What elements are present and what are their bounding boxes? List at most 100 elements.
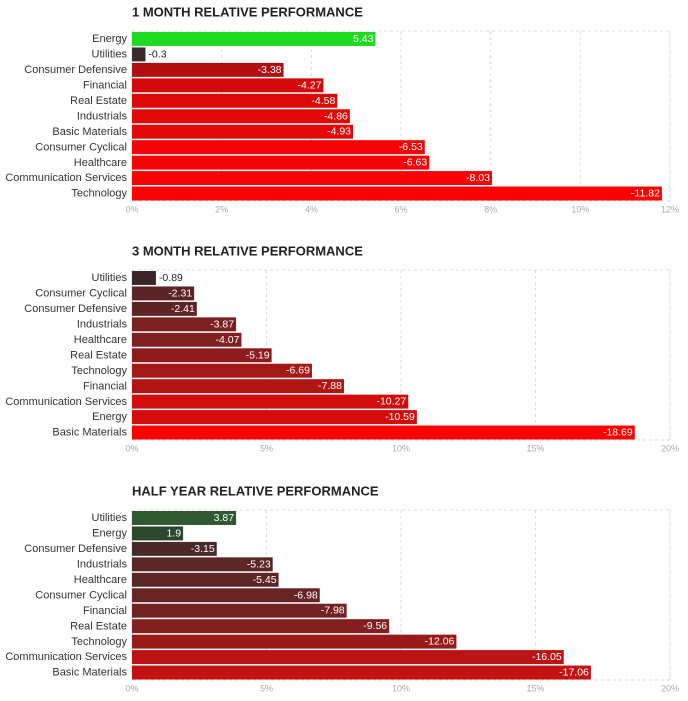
bar [132,155,430,170]
value-label: -3.38 [258,64,282,76]
bar [132,634,457,649]
category-label: Healthcare [74,157,127,169]
category-label: Consumer Cyclical [35,589,127,601]
bar [132,186,662,201]
bar [132,541,217,556]
x-tick-label: 15% [526,683,544,693]
value-label: -2.41 [171,303,195,315]
value-label: -4.93 [327,126,351,138]
value-label: -10.27 [376,396,406,408]
chart-title: HALF YEAR RELATIVE PERFORMANCE [132,483,379,498]
category-label: Healthcare [74,574,127,586]
category-label: Consumer Defensive [24,543,127,555]
bar [132,47,146,62]
bar [132,379,344,394]
value-label: -10.59 [385,411,415,423]
bar [132,62,284,77]
x-tick-label: 0% [125,683,138,693]
value-label: -6.98 [294,589,318,601]
bar [132,124,354,139]
value-label: -8.03 [466,172,490,184]
bar [132,425,635,440]
x-tick-label: 0% [125,443,138,453]
category-label: Communication Services [5,172,127,184]
value-label: -7.88 [318,380,342,392]
value-label: 3.87 [214,512,235,524]
bar [132,603,347,618]
category-label: Real Estate [70,95,127,107]
x-tick-label: 10% [392,683,410,693]
x-tick-label: 5% [260,443,273,453]
bar [132,32,376,46]
category-label: Basic Materials [52,427,127,439]
x-tick-label: 0% [125,204,138,214]
category-label: Healthcare [74,334,127,346]
value-label: -5.23 [247,558,271,570]
x-tick-label: 10% [392,443,410,453]
value-label: -7.98 [321,605,345,617]
bar [132,557,273,572]
bar [132,332,242,347]
value-label: -6.63 [403,157,427,169]
value-label: -17.06 [559,667,589,679]
category-label: Consumer Cyclical [35,288,127,300]
x-tick-label: 5% [260,683,273,693]
value-label: -2.31 [168,287,192,299]
category-label: Communication Services [5,396,127,408]
value-label: -9.56 [363,620,387,632]
category-label: Communication Services [5,651,127,663]
bar [132,78,324,93]
bar [132,301,197,316]
bar [132,619,390,634]
bar [132,93,338,108]
category-label: Financial [83,605,127,617]
category-label: Technology [71,188,127,200]
category-label: Energy [92,528,127,540]
bar [132,286,195,301]
category-label: Energy [92,33,127,45]
chart-title: 1 MONTH RELATIVE PERFORMANCE [132,4,363,19]
bar [132,526,184,541]
bar [132,665,591,680]
value-label: -3.87 [210,318,234,330]
value-label: -4.07 [216,334,240,346]
category-label: Real Estate [70,620,127,632]
category-label: Consumer Defensive [24,303,127,315]
category-label: Utilities [92,272,128,284]
category-label: Financial [83,79,127,91]
bar [132,271,156,285]
value-label: 1.9 [167,527,182,539]
bar [132,171,493,186]
x-tick-label: 8% [484,204,497,214]
category-label: Technology [71,365,127,377]
value-label: -4.27 [298,79,322,91]
value-label: -6.53 [399,141,423,153]
category-label: Utilities [92,512,128,524]
value-label: -18.69 [603,427,633,439]
category-label: Energy [92,411,127,423]
bar [132,572,279,587]
x-tick-label: 6% [394,204,407,214]
value-label: -4.58 [311,95,335,107]
category-label: Industrials [77,318,128,330]
chart-title: 3 MONTH RELATIVE PERFORMANCE [132,243,363,258]
bar [132,650,564,665]
bar [132,363,312,378]
x-tick-label: 20% [661,683,679,693]
bar [132,394,409,409]
x-tick-label: 2% [215,204,228,214]
bar [132,410,417,425]
value-label: -0.3 [148,48,166,60]
x-tick-label: 20% [661,443,679,453]
x-tick-label: 10% [571,204,589,214]
bar [132,511,237,525]
category-label: Utilities [92,49,128,61]
x-tick-label: 12% [661,204,679,214]
value-label: -5.19 [246,349,270,361]
category-label: Industrials [77,110,128,122]
category-label: Consumer Defensive [24,64,127,76]
x-tick-label: 4% [305,204,318,214]
value-label: -11.82 [631,188,660,200]
